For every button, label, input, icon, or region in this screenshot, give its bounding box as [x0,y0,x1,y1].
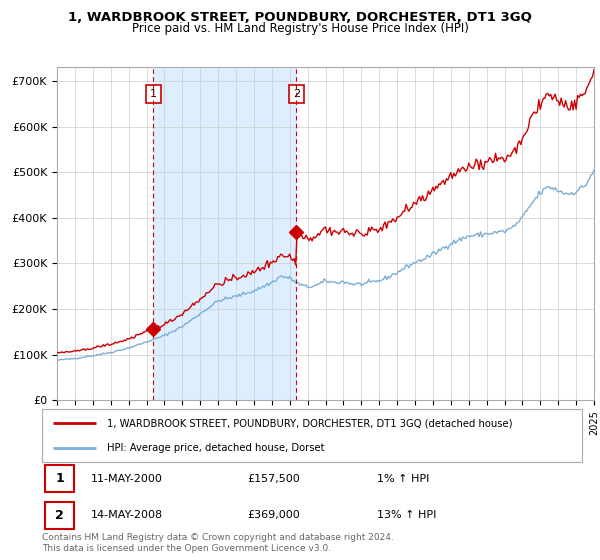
Bar [153,67,296,400]
FancyBboxPatch shape [45,465,74,492]
Text: Contains HM Land Registry data © Crown copyright and database right 2024.
This d: Contains HM Land Registry data © Crown c… [42,533,394,553]
Text: 1, WARDBROOK STREET, POUNDBURY, DORCHESTER, DT1 3GQ: 1, WARDBROOK STREET, POUNDBURY, DORCHEST… [68,11,532,24]
Text: 1, WARDBROOK STREET, POUNDBURY, DORCHESTER, DT1 3GQ (detached house): 1, WARDBROOK STREET, POUNDBURY, DORCHEST… [107,418,512,428]
Text: 1% ↑ HPI: 1% ↑ HPI [377,474,429,484]
Text: 1: 1 [55,473,64,486]
Text: Price paid vs. HM Land Registry's House Price Index (HPI): Price paid vs. HM Land Registry's House … [131,22,469,35]
Text: 1: 1 [149,89,157,99]
Text: 11-MAY-2000: 11-MAY-2000 [91,474,163,484]
FancyBboxPatch shape [45,502,74,529]
Text: 2: 2 [55,508,64,521]
Text: £369,000: £369,000 [247,510,300,520]
Text: £157,500: £157,500 [247,474,300,484]
Text: 14-MAY-2008: 14-MAY-2008 [91,510,163,520]
Text: HPI: Average price, detached house, Dorset: HPI: Average price, detached house, Dors… [107,442,325,452]
FancyBboxPatch shape [42,409,582,462]
Text: 2: 2 [293,89,300,99]
Text: 13% ↑ HPI: 13% ↑ HPI [377,510,436,520]
